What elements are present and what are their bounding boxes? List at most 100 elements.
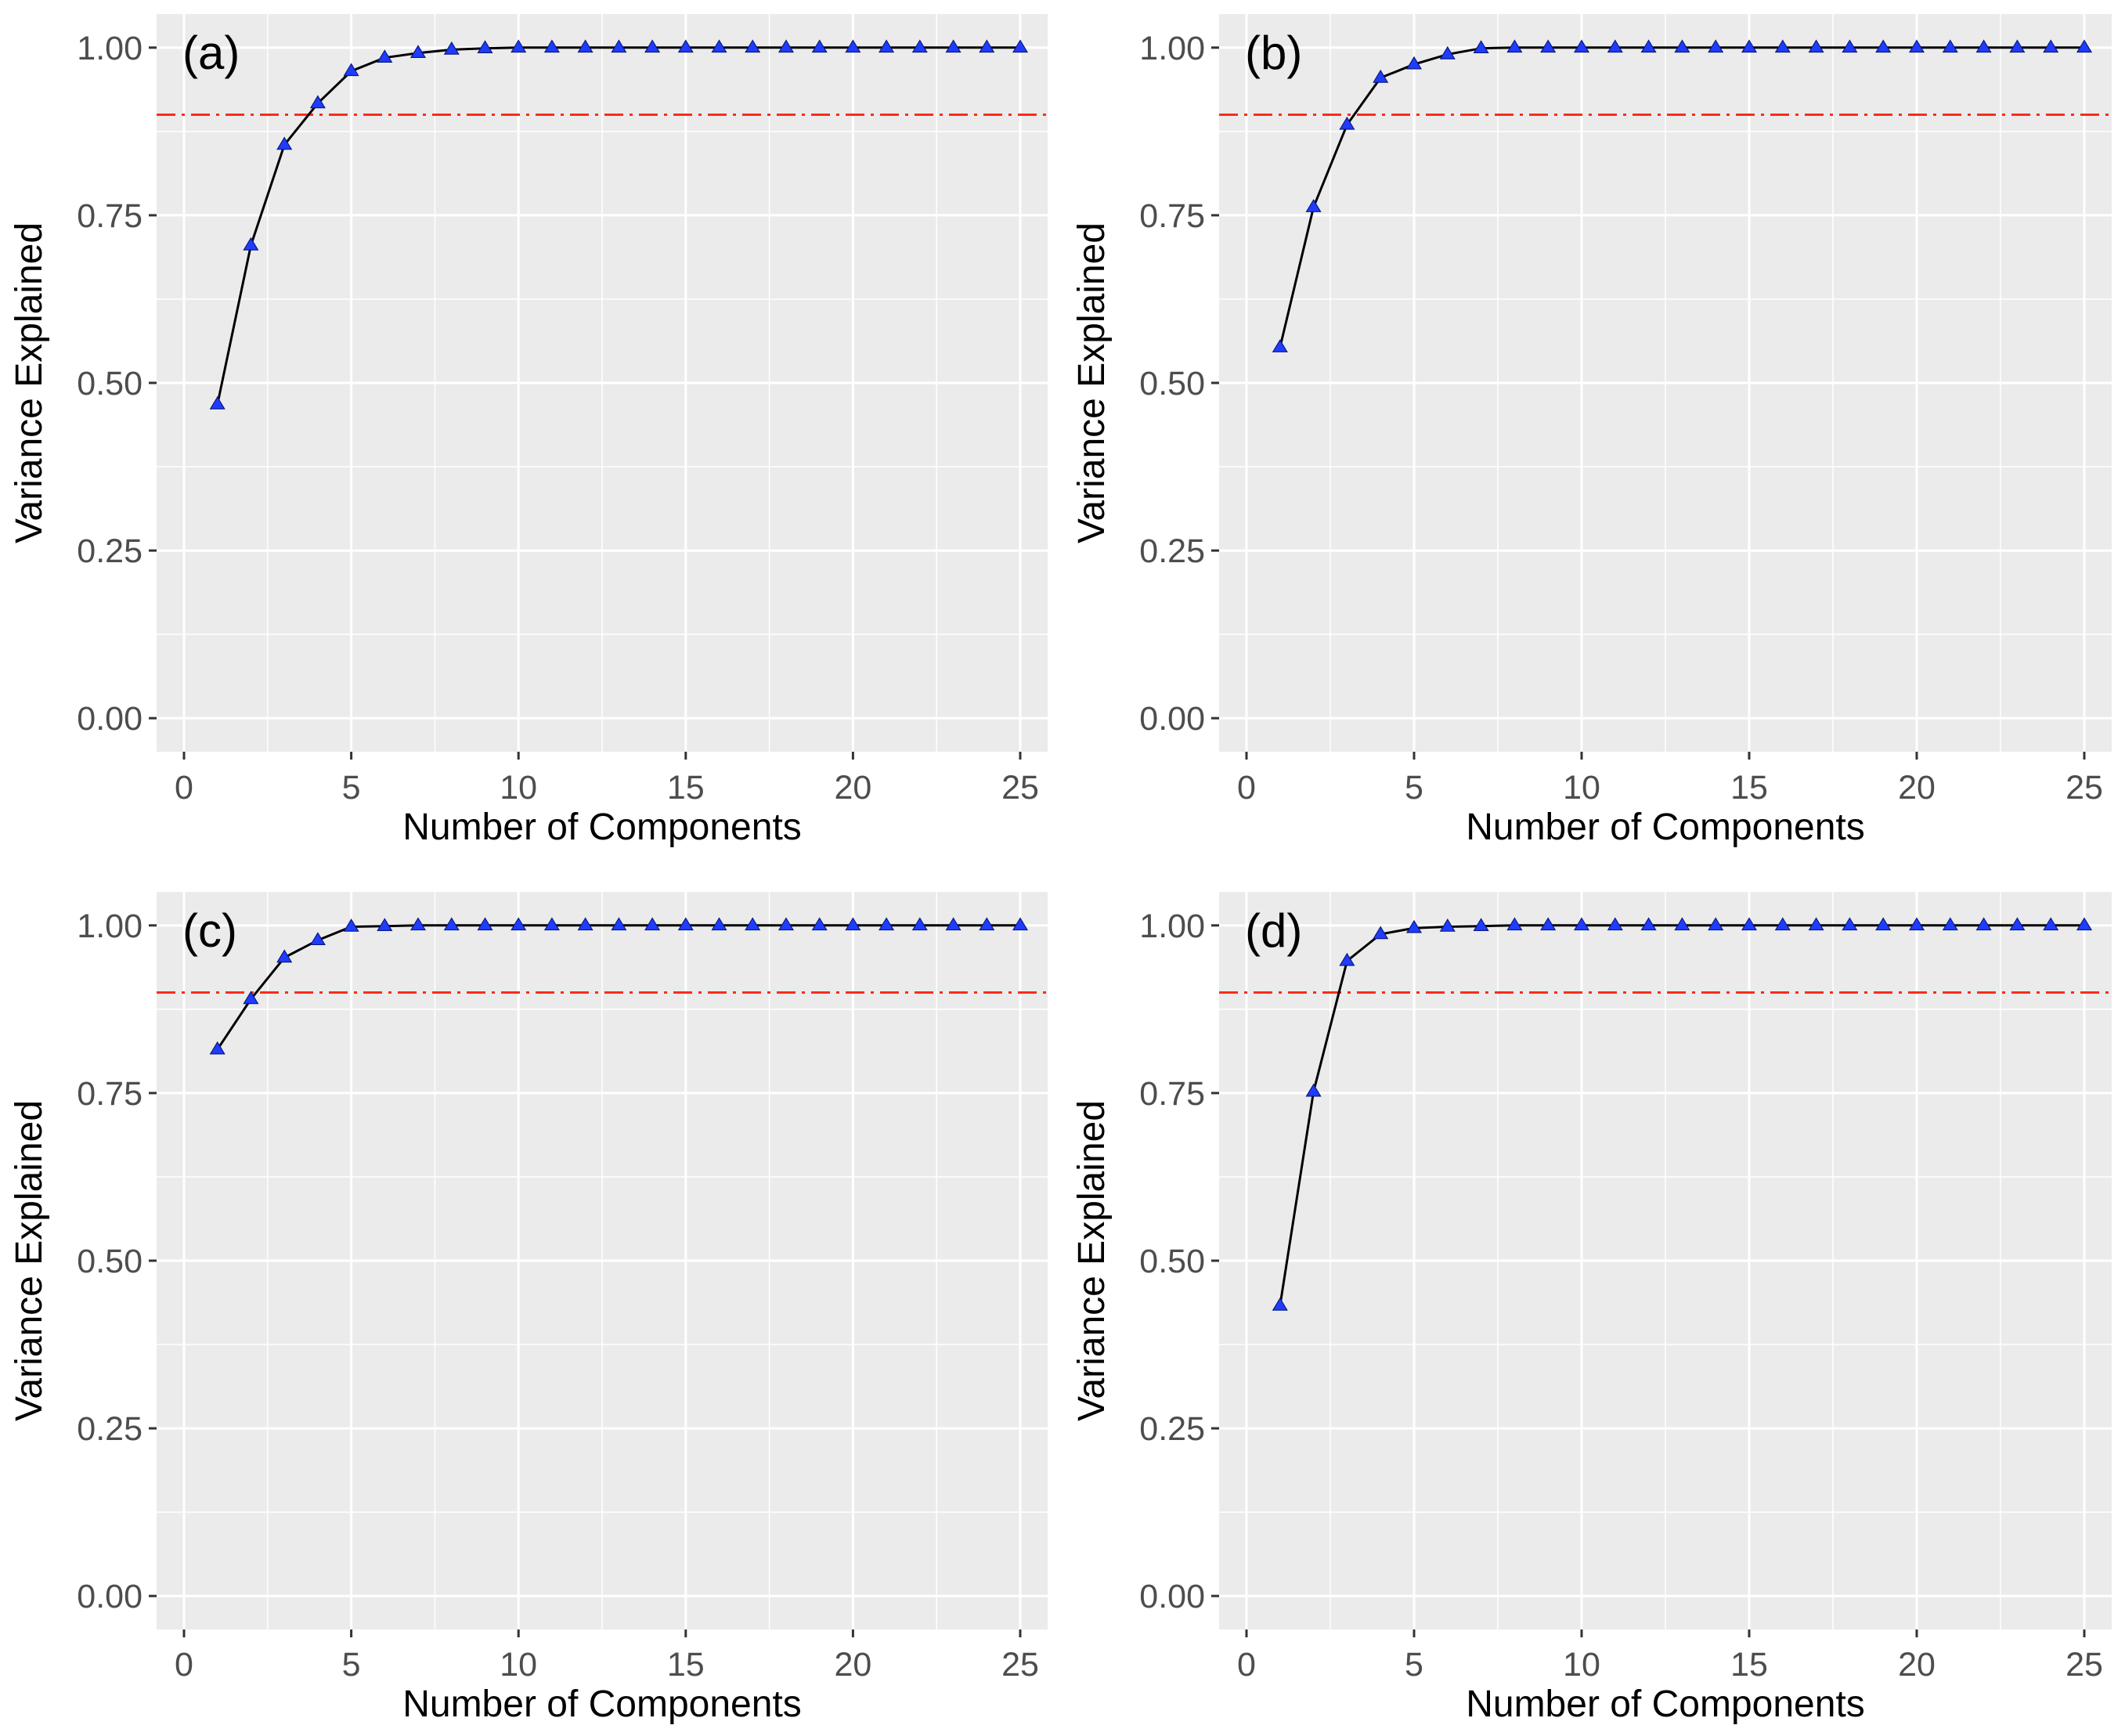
y-tick-label: 1.00 — [77, 30, 143, 67]
data-point-marker — [1875, 917, 1892, 931]
x-tick-label: 20 — [1898, 1646, 1936, 1684]
y-tick-label: 0.50 — [77, 1243, 143, 1280]
data-point-marker — [845, 39, 861, 53]
data-point-marker — [477, 917, 493, 931]
x-tick-label: 0 — [1237, 1646, 1256, 1684]
y-tick-label: 0.00 — [77, 700, 143, 738]
data-point-marker — [1473, 40, 1489, 54]
data-point-marker — [543, 39, 560, 53]
data-point-marker — [777, 917, 795, 931]
data-point-marker — [2076, 39, 2093, 53]
x-tick-label: 20 — [834, 1646, 871, 1684]
data-point-marker — [2043, 917, 2059, 931]
data-point-marker — [1774, 39, 1791, 53]
data-point-marker — [276, 949, 293, 963]
data-point-marker — [1305, 1083, 1322, 1097]
panel-label: (b) — [1245, 27, 1302, 79]
y-axis-title: Variance Explained — [9, 1100, 50, 1421]
data-point-marker — [611, 917, 627, 931]
data-point-marker — [1708, 39, 1724, 53]
data-point-marker — [1875, 39, 1892, 53]
data-point-marker — [1741, 917, 1758, 931]
data-point-marker — [2043, 39, 2059, 53]
x-tick-label: 15 — [667, 769, 705, 807]
data-point-marker — [511, 917, 527, 931]
panel-label: (a) — [182, 27, 240, 79]
data-point-marker — [309, 95, 326, 109]
y-axis-title: Variance Explained — [9, 222, 50, 543]
data-point-marker — [1439, 919, 1456, 932]
y-axis-title: Variance Explained — [1071, 222, 1113, 543]
x-tick-label: 25 — [2065, 769, 2103, 807]
data-point-marker — [2009, 917, 2026, 931]
data-point-marker — [1808, 917, 1824, 931]
y-tick-label: 0.00 — [1139, 700, 1205, 738]
x-tick-label: 10 — [1563, 1646, 1600, 1684]
data-point-marker — [644, 39, 661, 53]
x-tick-label: 5 — [342, 769, 361, 807]
x-axis-title: Number of Components — [1466, 1684, 1865, 1725]
data-point-marker — [1405, 56, 1423, 70]
x-tick-label: 5 — [1405, 1646, 1423, 1684]
x-tick-label: 0 — [175, 1646, 193, 1684]
data-point-marker — [1012, 917, 1029, 931]
data-point-marker — [777, 39, 795, 53]
x-axis-title: Number of Components — [402, 1684, 802, 1725]
data-point-marker — [644, 917, 661, 931]
x-tick-label: 0 — [175, 769, 193, 807]
data-point-marker — [611, 39, 627, 53]
x-tick-label: 25 — [1001, 1646, 1039, 1684]
data-point-marker — [1305, 199, 1322, 212]
data-point-marker — [443, 917, 460, 931]
y-tick-label: 0.25 — [1139, 1410, 1205, 1448]
data-point-marker — [979, 917, 995, 931]
data-point-marker — [276, 136, 293, 150]
data-point-marker — [409, 45, 427, 59]
data-point-marker — [377, 918, 393, 932]
x-axis-title: Number of Components — [1466, 807, 1865, 848]
data-point-marker — [1774, 917, 1791, 931]
data-point-marker — [343, 919, 359, 932]
data-point-marker — [1942, 39, 1958, 53]
data-point-marker — [443, 41, 460, 55]
data-point-marker — [1674, 39, 1690, 53]
y-tick-label: 0.75 — [77, 197, 143, 235]
data-point-marker — [209, 1041, 225, 1055]
data-point-marker — [845, 917, 861, 931]
data-point-marker — [1439, 45, 1456, 60]
data-point-marker — [911, 917, 928, 931]
x-tick-label: 5 — [342, 1646, 361, 1684]
y-tick-label: 0.75 — [1139, 197, 1205, 235]
data-point-marker — [1674, 917, 1690, 931]
data-point-marker — [1540, 39, 1557, 53]
data-point-marker — [1373, 69, 1389, 83]
data-point-marker — [811, 917, 828, 931]
y-tick-label: 0.25 — [77, 532, 143, 570]
y-tick-label: 1.00 — [1139, 908, 1205, 945]
data-point-marker — [1607, 917, 1623, 931]
x-tick-label: 15 — [1730, 769, 1768, 807]
y-axis-title: Variance Explained — [1071, 1100, 1113, 1421]
y-tick-label: 1.00 — [77, 908, 143, 945]
chart-panel-a: 0 5 10 15 20 25 0.00 0.25 0.50 0.75 1.00 (a) Number … — [9, 14, 1048, 848]
data-point-marker — [577, 917, 593, 931]
data-point-marker — [1473, 918, 1489, 932]
data-point-marker — [745, 39, 761, 53]
data-point-marker — [409, 917, 427, 931]
data-point-marker — [477, 40, 493, 54]
x-tick-label: 5 — [1405, 769, 1423, 807]
data-point-marker — [1708, 917, 1724, 931]
y-tick-label: 0.50 — [1139, 1243, 1205, 1280]
data-point-marker — [1908, 917, 1925, 931]
data-point-marker — [1573, 917, 1590, 931]
data-point-marker — [1506, 39, 1523, 53]
data-point-marker — [343, 63, 359, 77]
y-tick-label: 0.25 — [77, 1410, 143, 1448]
data-point-marker — [811, 39, 828, 53]
panel-label: (d) — [1245, 904, 1302, 957]
data-point-marker — [979, 39, 995, 53]
y-tick-label: 0.75 — [77, 1075, 143, 1113]
y-tick-label: 0.50 — [1139, 365, 1205, 402]
x-tick-label: 25 — [1001, 769, 1039, 807]
